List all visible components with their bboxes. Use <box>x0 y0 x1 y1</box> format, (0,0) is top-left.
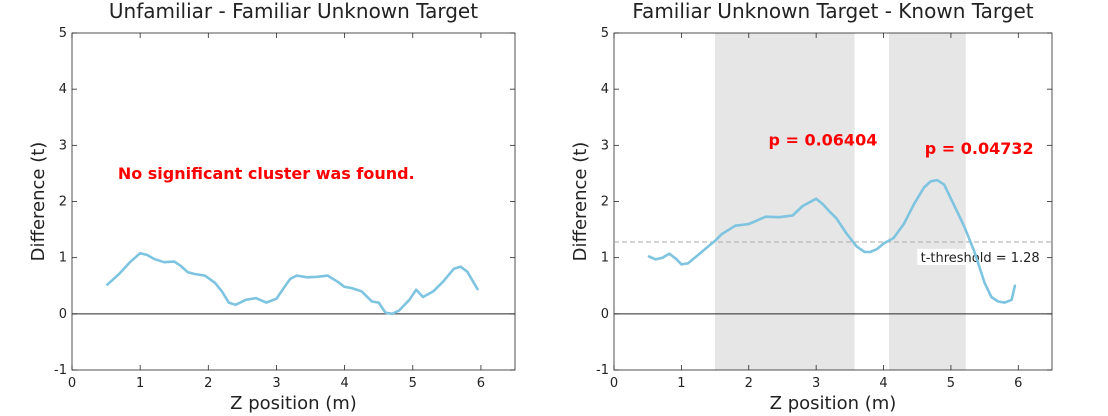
x-tick-label: 2 <box>745 376 753 391</box>
annotation-text: No significant cluster was found. <box>118 164 415 183</box>
cluster-region <box>715 33 855 370</box>
y-tick-label: 5 <box>601 26 609 41</box>
x-tick-label: 4 <box>340 376 348 391</box>
y-tick-label: 1 <box>601 251 609 266</box>
plot-frame <box>71 32 516 371</box>
y-tick-label: 0 <box>601 307 609 322</box>
y-tick-label: 1 <box>59 251 67 266</box>
y-tick-label: 2 <box>59 195 67 210</box>
y-axis-label: Difference (t) <box>570 142 591 262</box>
series-line <box>647 178 1017 304</box>
y-tick-label: 5 <box>59 26 67 41</box>
y-tick-label: 3 <box>59 138 67 153</box>
x-tick-label: 0 <box>610 376 618 391</box>
chart-title: Unfamiliar - Familiar Unknown Target <box>109 0 478 23</box>
y-tick-label: 4 <box>601 82 609 97</box>
x-tick-label: 5 <box>947 376 955 391</box>
x-tick-label: 5 <box>409 376 417 391</box>
threshold-label: t-threshold = 1.28 <box>921 251 1040 266</box>
series-line <box>106 251 479 316</box>
y-tick-label: 2 <box>601 195 609 210</box>
cluster-region <box>888 33 966 370</box>
y-tick-label: 4 <box>59 82 67 97</box>
x-axis-label: Z position (m) <box>770 393 897 414</box>
y-tick-label: 3 <box>601 138 609 153</box>
x-tick-label: 2 <box>204 376 212 391</box>
x-tick-label: 6 <box>477 376 485 391</box>
x-axis-label: Z position (m) <box>230 393 357 414</box>
y-tick-label: -1 <box>596 363 609 378</box>
x-tick-label: 3 <box>272 376 280 391</box>
annotation-text: p = 0.04732 <box>925 139 1034 158</box>
x-tick-label: 4 <box>879 376 887 391</box>
y-tick-label: -1 <box>54 363 67 378</box>
x-tick-label: 1 <box>677 376 685 391</box>
chart-title: Familiar Unknown Target - Known Target <box>632 0 1033 23</box>
threshold-label-bg <box>917 248 1026 265</box>
x-tick-label: 0 <box>68 376 76 391</box>
x-tick-label: 6 <box>1014 376 1022 391</box>
y-axis-label: Difference (t) <box>28 142 49 262</box>
y-tick-label: 0 <box>59 307 67 322</box>
annotation-text: p = 0.06404 <box>768 130 877 149</box>
x-tick-label: 1 <box>136 376 144 391</box>
x-tick-label: 3 <box>812 376 820 391</box>
